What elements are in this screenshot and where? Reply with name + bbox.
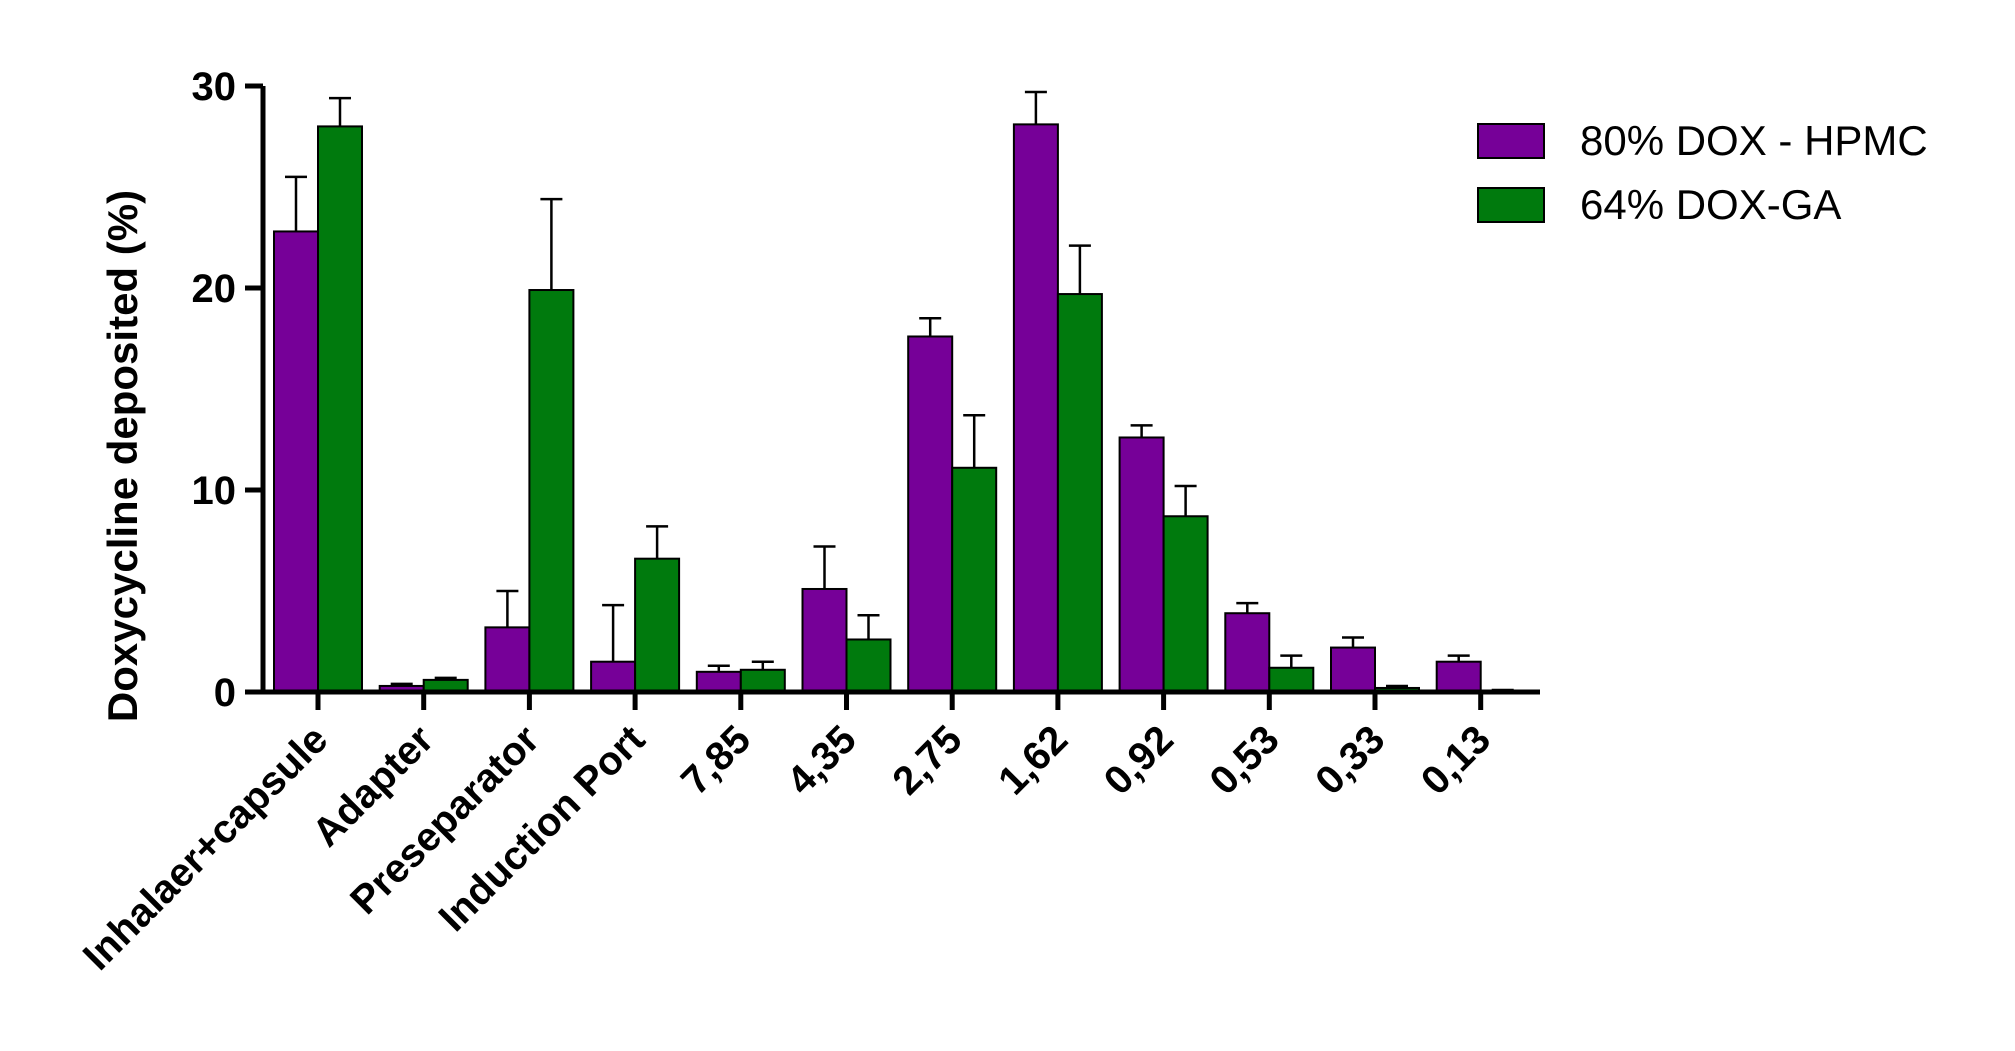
- x-tick-label-1: Inhalaer+capsule: [75, 717, 336, 978]
- bar-2-8: [1056, 293, 1103, 693]
- legend-label-2: 64% DOX-GA: [1580, 181, 1841, 228]
- legend-swatch-2: [1477, 187, 1545, 223]
- plot-area: [273, 90, 1526, 694]
- x-tick-label-7: 2,75: [884, 717, 970, 803]
- y-tick-label-0: 0: [214, 671, 236, 715]
- x-tick-label-10: 0,53: [1201, 717, 1287, 803]
- legend-label-1: 80% DOX - HPMC: [1580, 117, 1928, 164]
- bar-1-12: [1435, 660, 1482, 694]
- x-tick-label-9: 0,92: [1096, 717, 1182, 803]
- bar-1-4: [590, 660, 637, 694]
- bar-1-3: [484, 626, 531, 693]
- y-tick-label-30: 30: [192, 65, 237, 109]
- bar-1-1: [273, 230, 319, 693]
- x-tick-label-11: 0,33: [1307, 717, 1393, 803]
- bar-1-5: [695, 670, 742, 693]
- legend: 80% DOX - HPMC 64% DOX-GA: [1477, 117, 1928, 228]
- bar-2-4: [634, 557, 681, 693]
- bar-1-11: [1330, 646, 1376, 693]
- y-tick-label-10: 10: [192, 469, 237, 513]
- bar-2-5: [739, 668, 786, 694]
- bar-1-9: [1118, 436, 1165, 694]
- y-tick-label-20: 20: [192, 267, 237, 311]
- bar-2-7: [951, 466, 998, 693]
- x-tick-label-6: 4,35: [779, 717, 865, 803]
- bar-2-9: [1162, 515, 1209, 694]
- bar-1-8: [1012, 123, 1059, 693]
- bar-1-10: [1224, 612, 1271, 693]
- bar-2-10: [1268, 666, 1315, 694]
- x-tick-label-5: 7,85: [673, 717, 759, 803]
- bar-2-6: [845, 638, 892, 693]
- y-axis-label: Doxycycline deposited (%): [99, 190, 146, 722]
- y-axis: 0 10 20 30: [192, 65, 266, 715]
- x-tick-label-8: 1,62: [990, 717, 1076, 803]
- x-tick-label-12: 0,13: [1413, 717, 1499, 803]
- bar-1-6: [801, 587, 848, 693]
- legend-swatch-1: [1477, 123, 1545, 159]
- x-axis: Inhalaer+capsuleAdapterPreseparatorInduc…: [75, 689, 1540, 979]
- bar-2-1: [317, 125, 363, 693]
- x-tick-label-3: Preseparator: [342, 717, 548, 923]
- bar-2-3: [528, 289, 575, 693]
- bar-1-7: [907, 335, 954, 693]
